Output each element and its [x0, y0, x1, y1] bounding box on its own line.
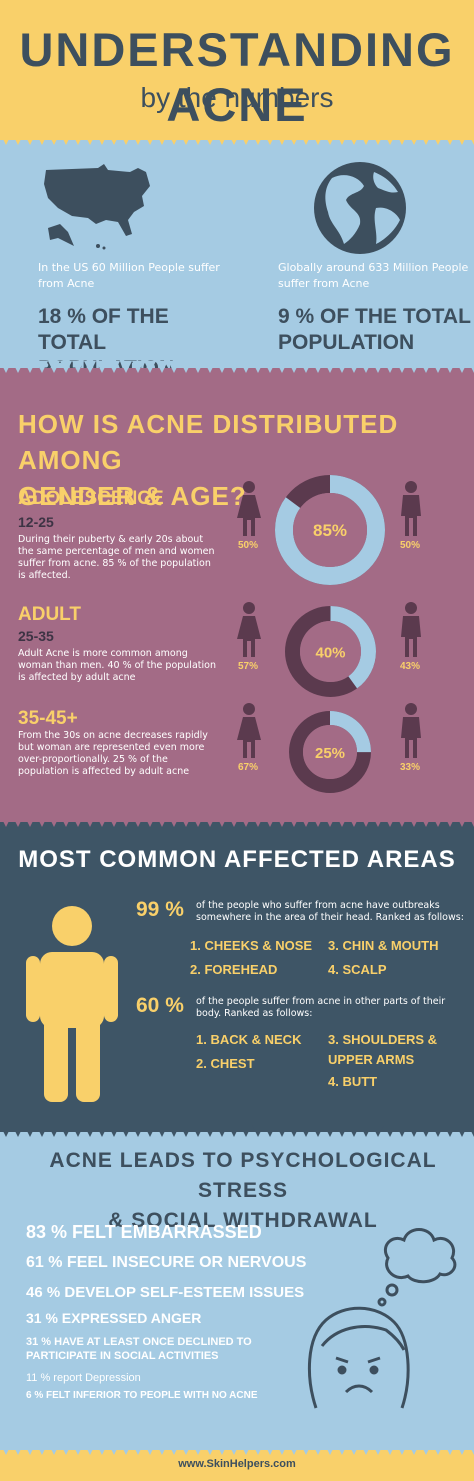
male-icon	[401, 602, 421, 657]
donut-chart: 25%	[289, 711, 371, 793]
zigzag-divider	[0, 1443, 474, 1455]
footer-link[interactable]: www.SkinHelpers.com	[178, 1458, 296, 1470]
stress-stat: 83 % FELT EMBARRASSED	[26, 1222, 262, 1242]
donut-label: 25%	[315, 745, 345, 762]
distribution-title: HOW IS ACNE DISTRIBUTED AMONG GENDER & A…	[18, 406, 458, 514]
female-icon	[237, 481, 261, 536]
stress-title-line1: ACNE LEADS TO PSYCHOLOGICAL STRESS	[49, 1149, 437, 1202]
female-pct: 67%	[238, 762, 259, 773]
stress-title: ACNE LEADS TO PSYCHOLOGICAL STRESS & SOC…	[18, 1146, 468, 1236]
area-item: 2. CHEST	[196, 1056, 255, 1071]
male-icon	[401, 703, 421, 758]
donut-segment	[275, 475, 385, 585]
female-icon	[237, 602, 261, 657]
global-stat-line2: POPULATION	[278, 331, 415, 354]
area-item: 1. CHEEKS & NOSE	[190, 938, 313, 953]
group-desc: Adult Acne is more common among woman th…	[18, 648, 216, 683]
female-pct: 57%	[238, 661, 259, 672]
stress-stat: PARTICIPATE IN SOCIAL ACTIVITIES	[26, 1350, 219, 1362]
area-item: 3. SHOULDERS &	[328, 1032, 438, 1047]
donut-label: 40%	[315, 644, 345, 661]
area-item: UPPER ARMS	[328, 1052, 415, 1067]
female-pct: 50%	[238, 540, 259, 551]
global-stat-line1: 9 % OF THE TOTAL	[278, 305, 471, 328]
male-pct: 50%	[400, 540, 421, 551]
distribution-title-line1: HOW IS ACNE DISTRIBUTED AMONG	[18, 409, 399, 475]
group-desc: During their puberty & early 20s about t…	[18, 534, 215, 581]
stress-stat: 6 % FELT INFERIOR TO PEOPLE WITH NO ACNE	[26, 1390, 258, 1401]
stress-title-line2: & SOCIAL WITHDRAWAL	[108, 1209, 378, 1232]
global-stat-text: Globally around 633 Million People suffe…	[278, 261, 469, 290]
distribution-title-line2: GENDER & AGE?	[18, 481, 247, 511]
page-subtitle: by the numbers	[140, 82, 334, 113]
global-stat: Globally around 633 Million People suffe…	[278, 260, 474, 356]
group-title: ADULT	[18, 604, 81, 625]
stress-section: ACNE LEADS TO PSYCHOLOGICAL STRESS & SOC…	[0, 1132, 474, 1450]
male-icon	[401, 481, 421, 536]
zigzag-divider	[0, 361, 474, 373]
area-item: 4. SCALP	[328, 962, 387, 977]
footer: www.SkinHelpers.com	[0, 1450, 474, 1481]
body-pct: 60 %	[136, 994, 184, 1017]
group-title: ADOLESCENCE	[18, 488, 164, 509]
head-desc: of the people who suffer from acne have …	[196, 900, 464, 923]
male-pct: 33%	[400, 762, 421, 773]
zigzag-divider	[0, 133, 474, 145]
us-map-icon	[44, 164, 150, 250]
donut-chart: 85%	[275, 475, 385, 585]
donut-label: 85%	[313, 521, 347, 540]
us-stat-text: In the US 60 Million People suffer from …	[38, 261, 220, 290]
stress-stat: 46 % DEVELOP SELF-ESTEEM ISSUES	[26, 1284, 305, 1301]
group-desc: From the 30s on acne decreases rapidly b…	[18, 730, 208, 777]
us-stat-line1: 18 % OF THE TOTAL	[38, 305, 169, 354]
sad-face-icon	[307, 1228, 457, 1409]
area-item: 3. CHIN & MOUTH	[328, 938, 439, 953]
donut-segment	[289, 711, 371, 793]
body-desc: of the people suffer from acne in other …	[196, 996, 446, 1019]
female-icon	[237, 703, 261, 758]
stress-stat: 11 % report Depression	[26, 1372, 141, 1384]
donut-chart: 40%	[284, 605, 376, 697]
global-stat-value: 9 % OF THE TOTAL POPULATION	[278, 304, 474, 356]
globe-icon	[314, 162, 406, 254]
person-figure-icon	[26, 906, 118, 1102]
stress-stat: 31 % EXPRESSED ANGER	[26, 1310, 202, 1326]
zigzag-divider	[0, 815, 474, 827]
stress-stat: 61 % FEEL INSECURE OR NERVOUS	[26, 1254, 307, 1271]
group-title: 35-45+	[18, 708, 78, 729]
page-title: UNDERSTANDING ACNE	[19, 23, 455, 131]
header: UNDERSTANDING ACNE by the numbers	[0, 0, 474, 140]
areas-section: MOST COMMON AFFECTED AREAS 99 % of the p…	[0, 822, 474, 1132]
donut-segment	[284, 605, 376, 697]
male-pct: 43%	[400, 661, 421, 672]
area-item: 2. FOREHEAD	[190, 962, 278, 977]
group-age: 25-35	[18, 628, 54, 644]
group-age: 12-25	[18, 514, 54, 530]
population-section: In the US 60 Million People suffer from …	[0, 140, 474, 380]
area-item: 1. BACK & NECK	[196, 1032, 302, 1047]
distribution-section: HOW IS ACNE DISTRIBUTED AMONG GENDER & A…	[0, 368, 474, 822]
stress-stat: 31 % HAVE AT LEAST ONCE DECLINED TO	[26, 1336, 252, 1348]
head-pct: 99 %	[136, 898, 184, 921]
area-item: 4. BUTT	[328, 1074, 378, 1089]
zigzag-divider	[0, 1125, 474, 1137]
areas-title: MOST COMMON AFFECTED AREAS	[18, 846, 456, 873]
